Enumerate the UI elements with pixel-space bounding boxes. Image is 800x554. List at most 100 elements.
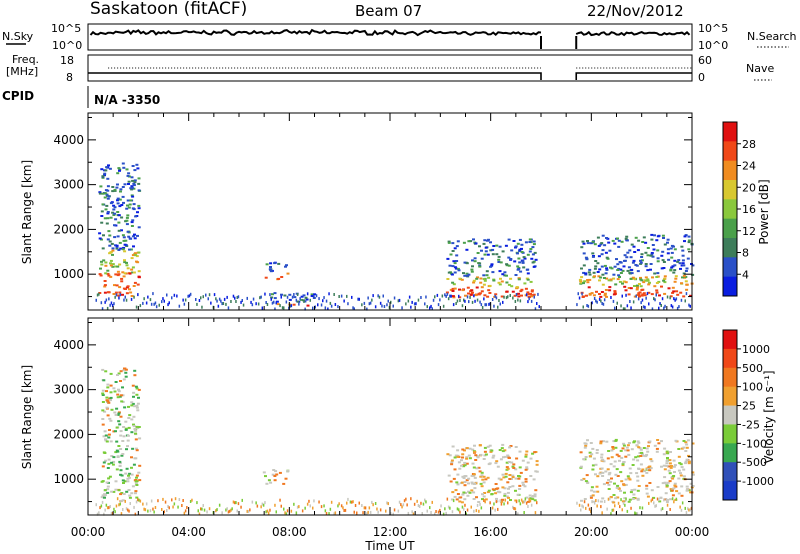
data-cell xyxy=(584,442,588,445)
data-cell xyxy=(528,250,532,253)
data-cell xyxy=(632,493,636,496)
data-cell xyxy=(588,451,592,454)
data-cell xyxy=(498,299,500,302)
data-cell xyxy=(312,306,314,310)
data-cell xyxy=(621,500,625,503)
data-cell xyxy=(133,237,137,240)
data-cell xyxy=(499,478,503,481)
data-cell xyxy=(416,499,418,503)
data-cell xyxy=(635,444,639,447)
data-cell xyxy=(500,295,504,298)
data-cell xyxy=(240,300,242,304)
data-cell xyxy=(372,294,374,298)
data-cell xyxy=(422,502,425,506)
data-cell xyxy=(130,401,134,404)
data-cell xyxy=(492,245,496,247)
data-cell xyxy=(115,407,119,410)
data-cell xyxy=(639,448,643,451)
data-cell xyxy=(334,511,337,515)
data-cell xyxy=(274,503,276,507)
data-cell xyxy=(581,240,585,243)
data-cell xyxy=(451,242,455,245)
data-cell xyxy=(611,448,615,450)
data-cell xyxy=(658,306,660,310)
data-cell xyxy=(168,506,170,510)
data-cell xyxy=(482,481,486,484)
data-cell xyxy=(217,304,220,308)
data-cell xyxy=(671,286,675,289)
data-cell xyxy=(182,499,184,502)
data-cell xyxy=(161,300,163,304)
data-cell xyxy=(591,240,595,243)
data-cell xyxy=(651,497,654,501)
data-cell xyxy=(527,295,531,298)
data-cell xyxy=(132,425,136,428)
data-cell xyxy=(130,473,134,476)
data-cell xyxy=(240,505,242,509)
data-cell xyxy=(275,473,279,476)
data-cell xyxy=(655,447,659,450)
data-cell xyxy=(479,300,481,304)
data-cell xyxy=(128,414,132,417)
data-cell xyxy=(530,503,533,507)
data-cell xyxy=(480,249,483,252)
data-cell xyxy=(329,301,332,305)
data-cell xyxy=(189,500,192,503)
data-cell xyxy=(609,463,613,466)
data-cell xyxy=(100,301,103,305)
data-cell xyxy=(595,290,598,293)
data-cell xyxy=(530,289,534,292)
data-cell xyxy=(626,509,629,513)
ytick-label: 2000 xyxy=(53,222,84,236)
data-cell xyxy=(269,508,271,512)
data-cell xyxy=(593,267,597,270)
data-cell xyxy=(411,300,413,304)
data-cell xyxy=(468,300,470,304)
data-cell xyxy=(207,297,209,301)
data-cell xyxy=(131,271,135,274)
data-cell xyxy=(114,291,118,294)
data-cell xyxy=(382,294,384,298)
data-cell xyxy=(468,491,472,494)
data-cell xyxy=(324,509,327,513)
data-cell xyxy=(666,252,670,255)
data-cell xyxy=(420,296,422,299)
data-cell xyxy=(230,300,232,303)
data-cell xyxy=(586,481,590,484)
data-cell xyxy=(653,234,656,237)
data-cell xyxy=(108,240,112,243)
data-cell xyxy=(619,449,623,452)
data-cell xyxy=(103,489,107,492)
data-cell xyxy=(599,440,603,443)
data-cell xyxy=(485,270,489,273)
data-cell xyxy=(591,255,595,258)
data-cell xyxy=(95,503,97,507)
data-cell xyxy=(640,470,644,473)
data-cell xyxy=(661,250,665,253)
data-cell xyxy=(456,473,460,476)
data-cell xyxy=(288,303,292,306)
data-cell xyxy=(256,504,259,508)
data-cell xyxy=(102,435,106,438)
data-cell xyxy=(458,294,460,298)
data-cell xyxy=(450,459,454,462)
data-cell xyxy=(393,296,396,300)
data-cell xyxy=(150,302,153,306)
data-cell xyxy=(315,294,318,298)
data-cell xyxy=(674,439,678,442)
data-cell xyxy=(687,454,690,457)
data-cell xyxy=(280,504,282,508)
data-cell xyxy=(107,195,111,198)
data-cell xyxy=(132,391,136,394)
data-cell xyxy=(122,493,126,495)
data-cell xyxy=(446,292,449,296)
data-cell xyxy=(126,480,130,483)
data-cell xyxy=(656,272,660,275)
data-cell xyxy=(650,293,654,296)
data-cell xyxy=(629,287,633,290)
data-cell xyxy=(633,285,636,287)
data-cell xyxy=(504,472,508,475)
data-cell xyxy=(637,441,641,444)
data-cell xyxy=(473,487,477,490)
data-cell xyxy=(142,301,144,305)
